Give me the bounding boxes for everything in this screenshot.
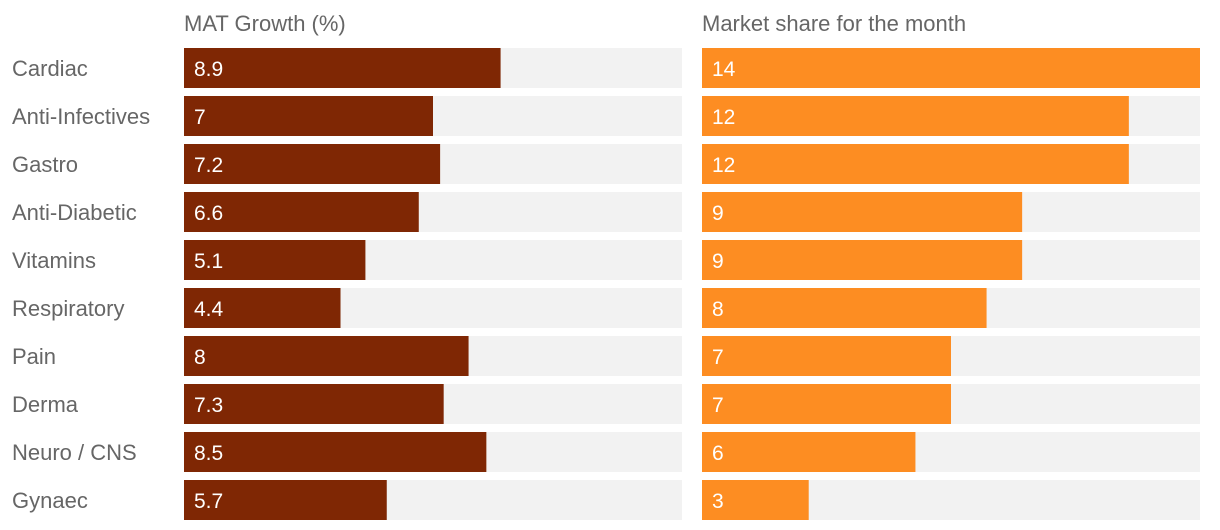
series-header-1: MAT Growth (%)	[184, 11, 346, 36]
bar	[184, 432, 487, 472]
bar-value-label: 7	[194, 106, 206, 129]
bar	[702, 384, 951, 424]
bar-value-label: 3	[712, 490, 724, 513]
bar	[184, 48, 501, 88]
bar	[184, 384, 444, 424]
category-label: Vitamins	[12, 248, 96, 273]
bar-value-label: 12	[712, 106, 735, 129]
category-label: Anti-Diabetic	[12, 200, 137, 225]
bar	[702, 288, 987, 328]
bar-value-label: 6	[712, 442, 724, 465]
bar	[702, 144, 1129, 184]
bar	[702, 48, 1200, 88]
category-label: Neuro / CNS	[12, 440, 137, 465]
bar-value-label: 7	[712, 346, 724, 369]
bar	[702, 336, 951, 376]
category-label: Gynaec	[12, 488, 88, 513]
bar-value-label: 4.4	[194, 298, 224, 321]
bar	[702, 240, 1023, 280]
category-label: Cardiac	[12, 56, 88, 81]
bar-value-label: 8.9	[194, 58, 223, 81]
bar-value-label: 7	[712, 394, 724, 417]
category-label: Respiratory	[12, 296, 124, 321]
bar-value-label: 6.6	[194, 202, 223, 225]
bar	[184, 144, 441, 184]
bar-value-label: 8.5	[194, 442, 223, 465]
category-label: Gastro	[12, 152, 78, 177]
bar	[702, 96, 1129, 136]
bar	[702, 432, 916, 472]
category-label: Derma	[12, 392, 79, 417]
bar	[184, 288, 341, 328]
bar-value-label: 5.7	[194, 490, 223, 513]
bar	[702, 192, 1023, 232]
bar	[184, 96, 433, 136]
bar	[702, 480, 809, 520]
bar-value-label: 9	[712, 250, 724, 273]
bar-value-label: 5.1	[194, 250, 223, 273]
category-label: Pain	[12, 344, 56, 369]
bar	[184, 192, 419, 232]
bar-value-label: 12	[712, 154, 735, 177]
bar	[184, 336, 469, 376]
bar-value-label: 8	[712, 298, 724, 321]
series-header-2: Market share for the month	[702, 11, 966, 36]
bar-value-label: 7.2	[194, 154, 223, 177]
bar-value-label: 8	[194, 346, 206, 369]
bar-value-label: 7.3	[194, 394, 223, 417]
bar	[184, 240, 366, 280]
category-label: Anti-Infectives	[12, 104, 150, 129]
bar	[184, 480, 387, 520]
bar-value-label: 14	[712, 58, 736, 81]
bar-value-label: 9	[712, 202, 724, 225]
